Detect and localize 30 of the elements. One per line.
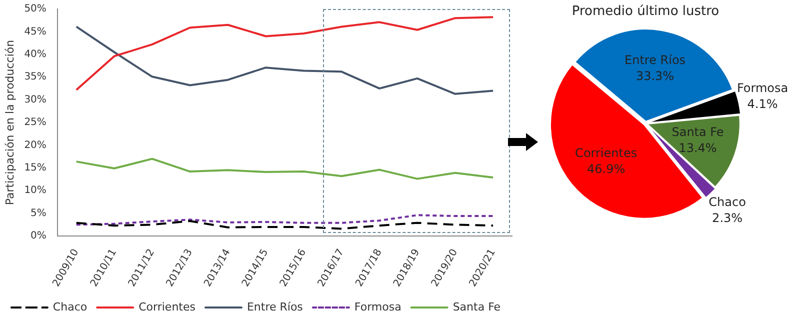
legend-label: Chaco (52, 300, 88, 314)
slice-label: Santa Fe (672, 125, 724, 140)
slice-label: Entre Ríos (624, 53, 686, 68)
y-tick-label: 25% (24, 117, 46, 128)
y-tick-label: 50% (24, 4, 46, 15)
y-tick-label: 10% (24, 185, 46, 196)
y-axis-title: Participación en la producción (3, 40, 16, 206)
y-tick-label: 35% (24, 72, 46, 83)
slice-label: Formosa (736, 80, 788, 95)
y-tick-label: 45% (24, 26, 46, 38)
data-label: 33.3% (636, 69, 674, 84)
legend-label: Corrientes (138, 300, 196, 314)
legend-label: Santa Fe (452, 300, 501, 314)
data-label: 46.9% (587, 162, 626, 176)
chart-title: Promedio último lustro (572, 4, 720, 20)
data-label: 13.4% (678, 141, 717, 156)
y-tick-label: 0% (30, 230, 46, 242)
legend-label: Entre Ríos (246, 300, 304, 314)
y-tick-label: 30% (24, 94, 46, 106)
y-tick-label: 15% (24, 162, 46, 174)
slice-label: Corrientes (575, 146, 638, 160)
y-tick-label: 5% (30, 208, 46, 219)
slice-label: Chaco (708, 195, 746, 210)
line-series (75, 214, 494, 226)
y-tick-label: 20% (24, 140, 46, 151)
line-series (75, 220, 494, 230)
y-tick-label: 40% (24, 49, 46, 60)
data-label: 4.1% (747, 96, 778, 111)
data-label: 2.3% (712, 211, 743, 226)
legend-label: Formosa (354, 300, 402, 314)
